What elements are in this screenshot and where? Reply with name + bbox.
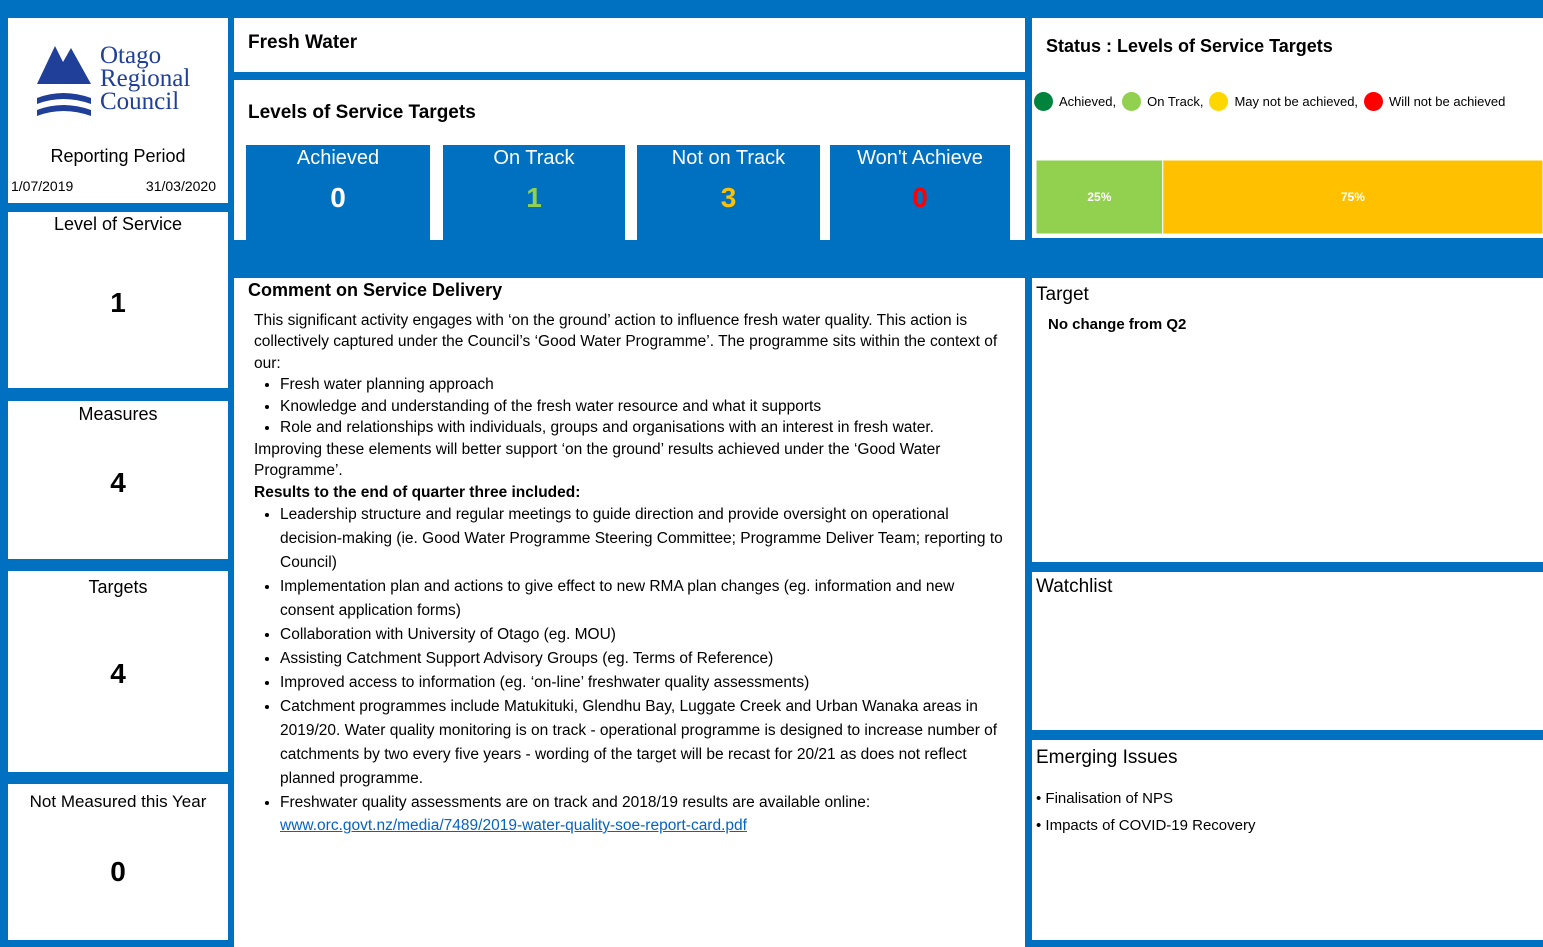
stat-value: 4 [110,658,126,689]
result-item: Collaboration with University of Otago (… [280,623,1005,647]
target-cell: On Track 1 [443,145,625,240]
logo-panel: Otago Regional Council Reporting Period … [8,18,228,203]
watchlist-title: Watchlist [1036,576,1113,597]
comment-after: Improving these elements will better sup… [254,440,941,480]
bar-label: 25% [1087,190,1111,204]
target-text: No change from Q2 [1048,316,1187,333]
report-link[interactable]: www.orc.govt.nz/media/7489/2019-water-qu… [280,817,747,834]
result-item: Catchment programmes include Matukituki,… [280,695,1005,791]
results-heading: Results to the end of quarter three incl… [254,483,581,501]
stat-panel: Targets 4 [8,571,228,772]
logo-text: Otago Regional Council [100,42,191,115]
stat-panel: Measures 4 [8,401,228,559]
emerging-item: • Impacts of COVID-19 Recovery [1036,817,1256,834]
legend-entry: Will not be achieved [1364,92,1505,111]
logo-line: Otago [100,42,162,69]
period-end: 31/03/2020 [145,178,216,194]
context-list: Fresh water planning approachKnowledge a… [254,374,1005,439]
bar-label: 75% [1341,190,1365,204]
logo-icon [37,46,91,116]
result-item: Implementation plan and actions to give … [280,575,1005,623]
cell-value: 0 [330,182,346,213]
legend-swatch [1034,92,1053,111]
context-item: Fresh water planning approach [280,374,1005,396]
watchlist-panel: Watchlist [1032,572,1543,730]
target-cell: Achieved 0 [246,145,430,240]
status-panel: Status : Levels of Service Targets Achie… [1032,18,1543,238]
stat-value: 1 [110,287,126,318]
result-item: Improved access to information (eg. ‘on-… [280,671,1005,695]
legend-label: May not be achieved, [1234,94,1359,109]
page-title: Fresh Water [248,32,358,53]
cell-label: Achieved [296,147,380,169]
period-label: Reporting Period [50,146,186,166]
emerging-item: • Finalisation of NPS [1036,790,1173,807]
cell-value: 1 [526,182,542,213]
legend-label: On Track, [1147,94,1204,109]
targets-title: Levels of Service Targets [248,102,476,123]
target-cell: Won't Achieve 0 [830,145,1010,240]
comment-title: Comment on Service Delivery [248,280,503,300]
stat-label: Not Measured this Year [29,792,207,811]
period-dates: 1/07/2019 31/03/2020 [8,178,228,194]
stat-label: Level of Service [53,214,183,234]
context-item: Role and relationships with individuals,… [280,417,1005,439]
legend-label: Will not be achieved [1389,94,1506,109]
legend-swatch [1122,92,1142,111]
status-bar: 25% 75% [1036,160,1543,234]
stat-value: 4 [110,467,126,498]
stat-label: Targets [88,577,148,597]
legend-entry: Achieved, [1034,92,1116,111]
stat-label: Measures [78,404,158,424]
legend-entry: May not be achieved, [1209,92,1358,111]
context-item: Knowledge and understanding of the fresh… [280,396,1005,418]
logo-line: Council [100,88,180,115]
target-title: Target [1036,284,1089,305]
legend-swatch [1209,92,1229,111]
result-item: Leadership structure and regular meeting… [280,503,1005,575]
cell-value: 0 [912,182,928,213]
result-item: Freshwater quality assessments are on tr… [280,791,1005,815]
target-cell: Not on Track 3 [637,145,820,240]
cell-label: On Track [493,147,575,169]
stat-value: 0 [110,856,126,887]
result-item: Assisting Catchment Support Advisory Gro… [280,647,1005,671]
cell-value: 3 [720,182,737,213]
cell-label: Not on Track [671,147,786,169]
legend-entry: On Track, [1122,92,1203,111]
comment-intro: This significant activity engages with ‘… [254,311,998,372]
emerging-title: Emerging Issues [1036,747,1178,768]
bar-segment [1162,160,1543,234]
results-list: Leadership structure and regular meeting… [254,503,1005,815]
stat-panel: Level of Service 1 [8,212,228,388]
emerging-list: • Finalisation of NPS • Impacts of COVID-… [1036,785,1539,839]
status-title: Status : Levels of Service Targets [1046,36,1333,56]
logo-line: Regional [100,65,191,92]
cell-label: Won't Achieve [857,147,983,169]
legend-label: Achieved, [1059,94,1117,109]
target-panel: Target No change from Q2 [1032,278,1543,562]
header-panel: Fresh Water [234,18,1025,72]
emerging-panel: Emerging Issues • Finalisation of NPS • I… [1032,740,1543,940]
legend-swatch [1364,92,1384,111]
comment-panel: Comment on Service Delivery This signifi… [234,278,1025,947]
stat-panel: Not Measured this Year 0 [8,784,228,940]
period-start: 1/07/2019 [11,178,74,194]
legend: Achieved, On Track, May not be achieved, Wi… [1034,92,1511,116]
